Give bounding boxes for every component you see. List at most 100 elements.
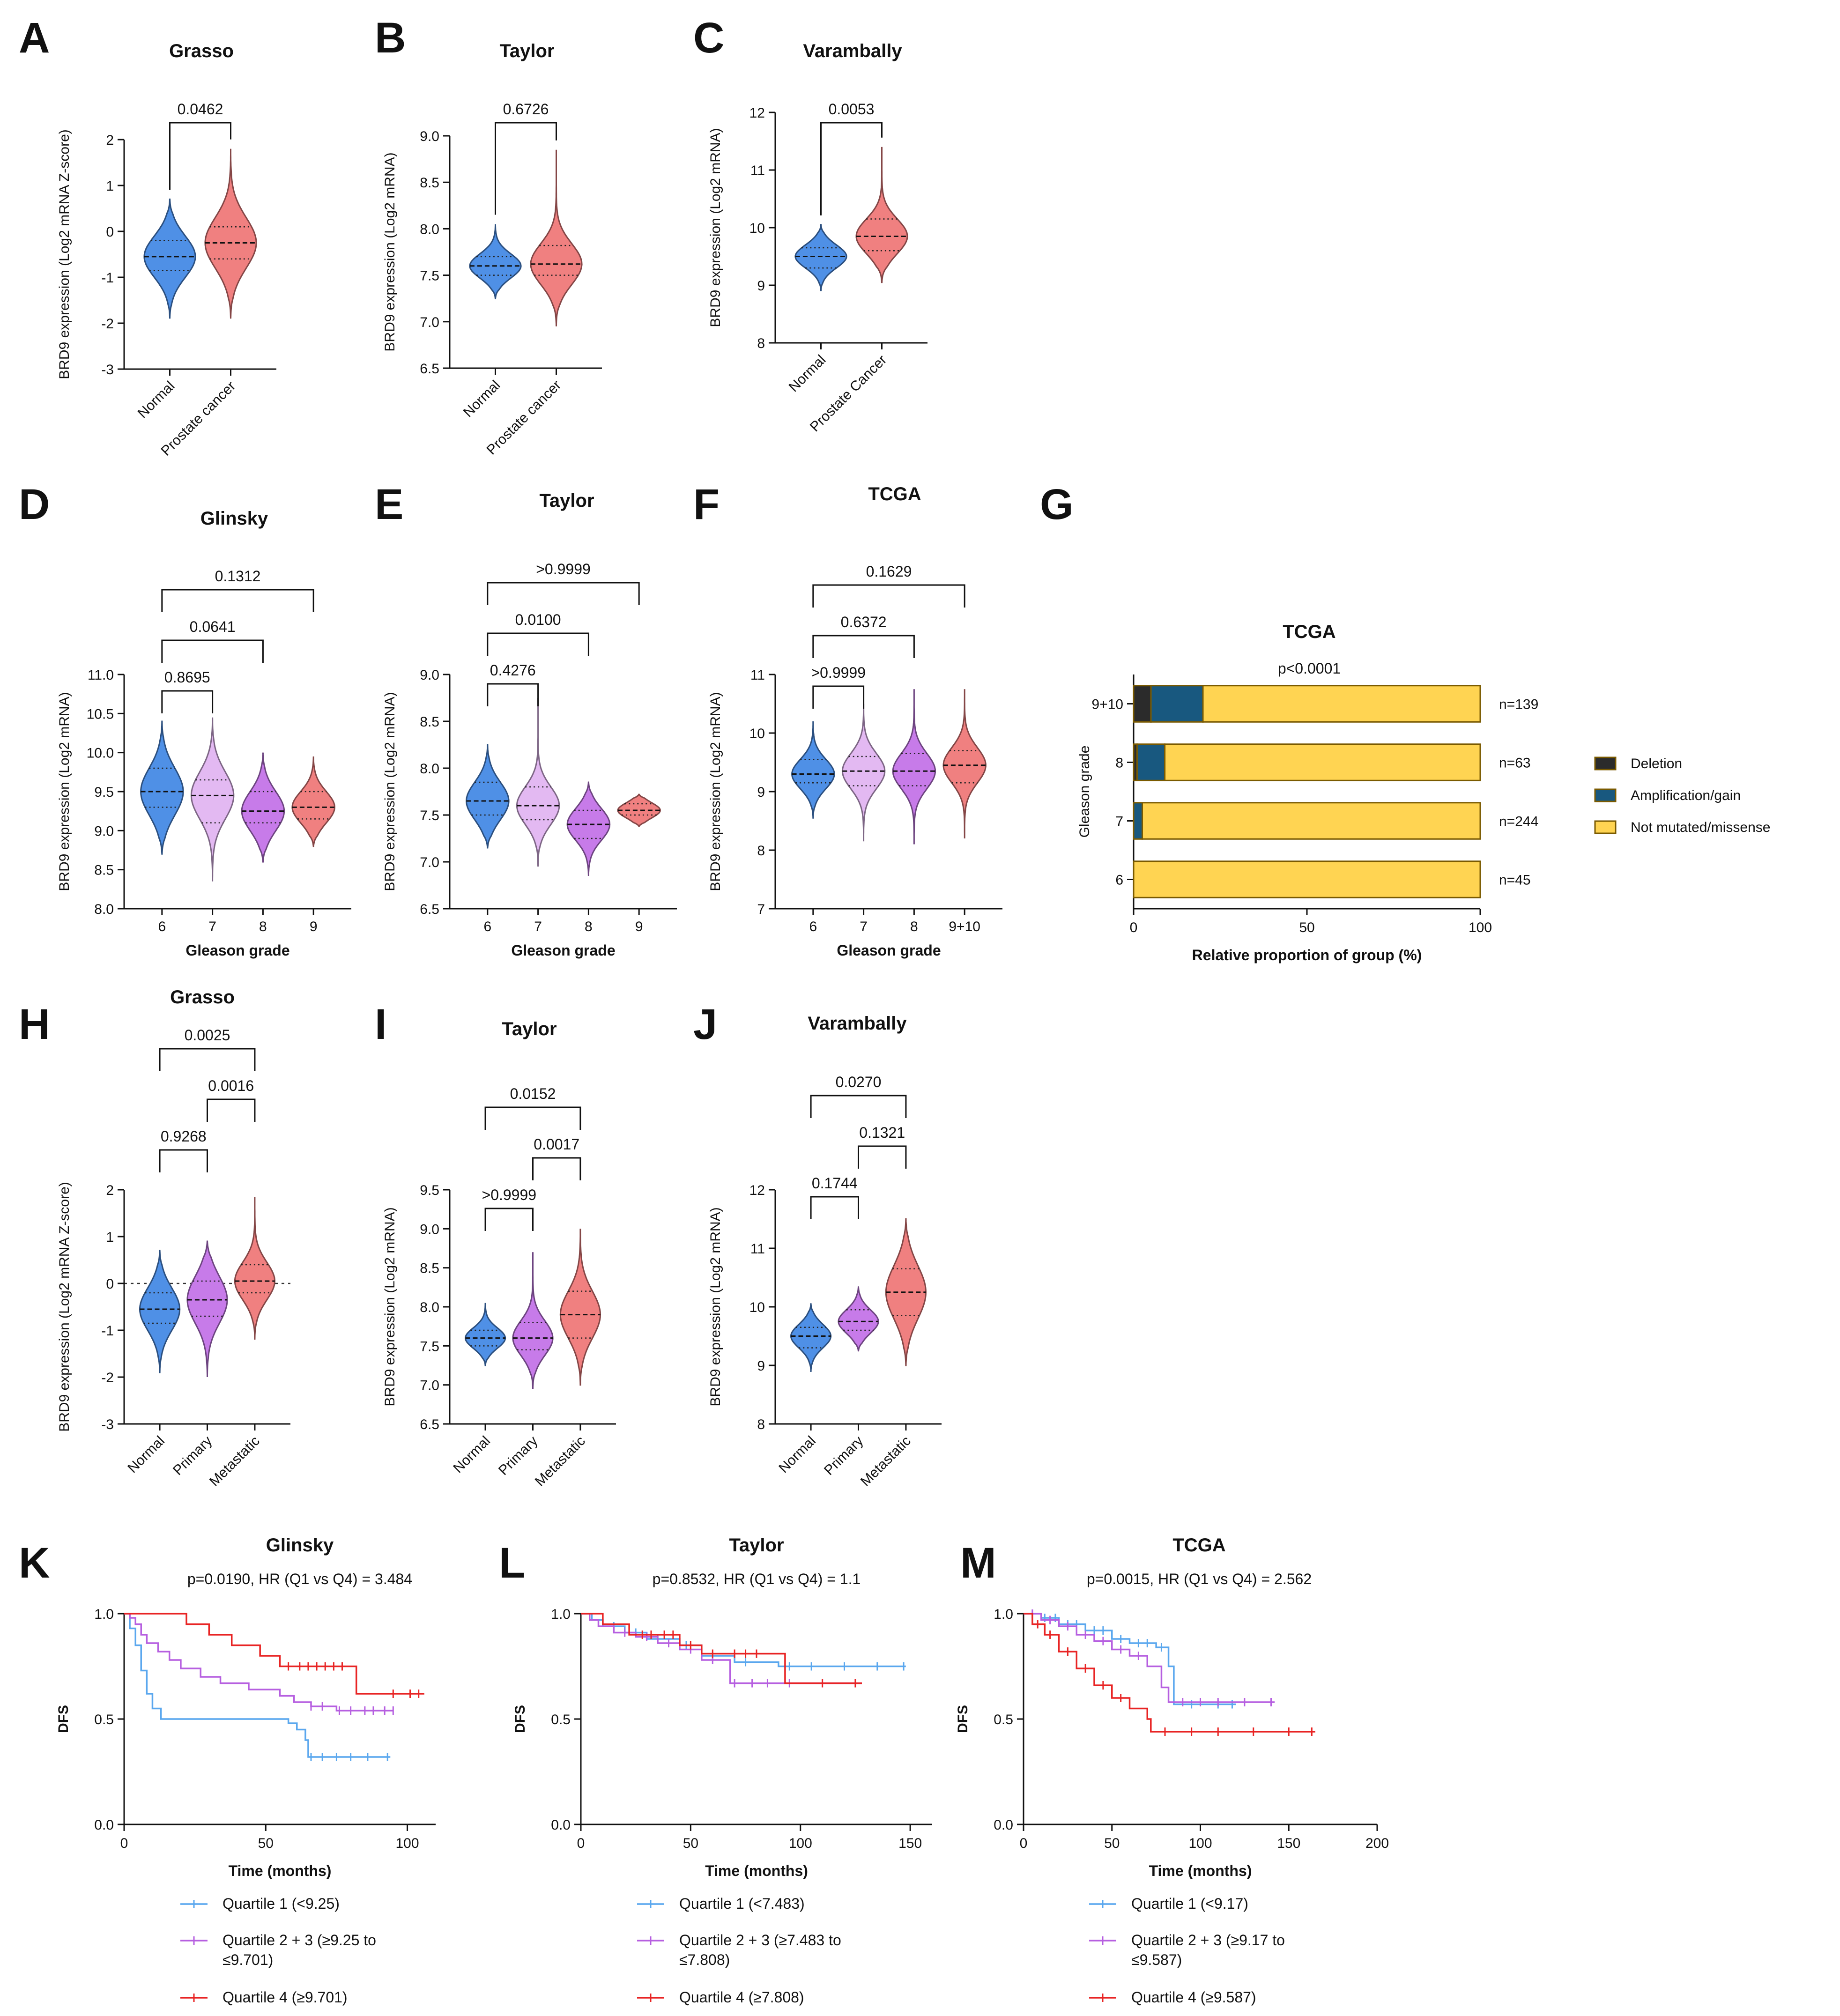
x-tick-label: Normal	[450, 1433, 493, 1476]
violin-Normal	[469, 224, 522, 299]
y-axis-label: BRD9 expression (Log2 mRNA)	[708, 1207, 723, 1406]
survival-curve	[1024, 1613, 1275, 1703]
y-tick-label: 8.5	[94, 863, 114, 878]
y-tick-label: 6.5	[420, 902, 439, 917]
x-tick-label: 0	[120, 1836, 128, 1851]
legend-swatch	[1594, 756, 1617, 771]
x-tick-label: 8	[259, 919, 267, 934]
x-axis-label: Gleason grade	[185, 942, 289, 959]
violin-Primary	[186, 1240, 228, 1377]
x-tick-label: Primary	[170, 1433, 215, 1478]
y-tick-label: 8.5	[420, 1261, 439, 1276]
y-tick-label: 7.0	[420, 855, 439, 870]
y-tick-label: 9.5	[420, 1183, 439, 1198]
significance-bracket	[487, 582, 640, 605]
legend-label: Quartile 4 (≥9.587)	[1131, 1989, 1256, 2006]
p-value-label: 0.6372	[841, 614, 887, 630]
significance-bracket	[820, 122, 883, 215]
x-axis-label: Time (months)	[1149, 1862, 1252, 1879]
violin-Normal	[464, 1303, 506, 1366]
y-axis-label: Gleason grade	[1077, 746, 1092, 838]
panel-title: TCGA	[1283, 622, 1335, 642]
group-count: n=45	[1499, 873, 1531, 888]
y-tick-label: 8.0	[420, 222, 439, 237]
x-tick-label: 7	[208, 919, 216, 934]
legend-label: Quartile 2 + 3 (≥7.483 to	[679, 1932, 841, 1949]
panel-letter: L	[499, 1539, 525, 1587]
panel-K: K 0.0 0.5 1.0 0 50 100 Quartile 1 (<9.25) Quarti…	[19, 1535, 436, 2006]
violin-Metastatic	[559, 1229, 601, 1386]
y-tick-label: 9.0	[94, 823, 114, 839]
x-tick-label: 200	[1365, 1836, 1389, 1851]
violin-9+10	[942, 689, 987, 838]
y-tick-label: 9+10	[1091, 697, 1123, 712]
panel-title: Taylor	[502, 1019, 556, 1039]
x-tick-label: Normal	[776, 1433, 819, 1476]
y-tick-label: 0.5	[551, 1712, 571, 1727]
y-tick-label: 7.5	[420, 808, 439, 823]
p-value-label: 0.1321	[859, 1124, 905, 1141]
y-tick-label: -3	[101, 1417, 114, 1432]
y-tick-label: 2	[106, 133, 114, 148]
stat-label: p=0.8532, HR (Q1 vs Q4) = 1.1	[653, 1571, 861, 1587]
y-tick-label: 6	[1115, 873, 1123, 888]
y-tick-label: 1.0	[551, 1607, 571, 1622]
y-tick-label: 10.5	[87, 706, 114, 722]
y-tick-label: 0.5	[994, 1712, 1013, 1727]
survival-curve	[124, 1613, 391, 1758]
significance-bracket	[532, 1157, 581, 1180]
violin-6	[140, 720, 184, 855]
panel-letter: C	[693, 14, 724, 62]
y-tick-label: 10.0	[87, 746, 114, 761]
violin-9	[617, 793, 661, 827]
significance-bracket	[159, 1048, 256, 1071]
bar-segment-Amplification/gain	[1136, 743, 1166, 781]
significance-bracket	[495, 122, 557, 215]
violin-6	[466, 744, 510, 849]
significance-bracket	[207, 1098, 256, 1122]
x-tick-label: 150	[898, 1836, 922, 1851]
legend-label-cont: ≤9.701)	[223, 1951, 273, 1968]
p-value-label: 0.1744	[812, 1175, 858, 1192]
panel-B: B Taylor6.57.07.58.08.59.0NormalProstate …	[375, 14, 602, 458]
y-tick-label: 0	[106, 1276, 114, 1292]
bar-segment-Amplification/gain	[1133, 802, 1143, 840]
y-tick-label: -2	[101, 1370, 114, 1386]
y-tick-label: 8.0	[94, 902, 114, 917]
x-tick-label: Normal	[135, 378, 178, 422]
panel-title: Grasso	[169, 41, 234, 61]
p-value-label: >0.9999	[482, 1186, 537, 1203]
significance-bracket	[812, 685, 865, 709]
y-tick-label: 9	[757, 1358, 765, 1374]
x-tick-label: 100	[1469, 920, 1492, 935]
stat-label: p=0.0190, HR (Q1 vs Q4) = 3.484	[187, 1571, 412, 1587]
y-axis-label: BRD9 expression (Log2 mRNA)	[708, 692, 723, 891]
significance-bracket	[161, 589, 314, 612]
panel-J: J Varambally 8 9 10 11 12 Normal PrimaryMetastat…	[693, 1001, 942, 1490]
panel-letter: E	[375, 481, 403, 528]
violin-Prostate Cancer	[855, 147, 908, 283]
panel-letter: G	[1040, 481, 1074, 528]
p-value-label: p<0.0001	[1278, 660, 1341, 677]
p-value-label: 0.4276	[490, 662, 536, 679]
y-tick-label: 1	[106, 178, 114, 194]
y-tick-label: 0.0	[994, 1817, 1013, 1833]
x-tick-label: Metastatic	[858, 1433, 914, 1490]
y-tick-label: 11.0	[88, 667, 114, 683]
p-value-label: 0.0100	[515, 611, 561, 628]
legend-label: Quartile 1 (<9.25)	[223, 1895, 340, 1912]
x-axis-label: Gleason grade	[837, 942, 941, 959]
legend-label: Quartile 4 (≥9.701)	[223, 1989, 348, 2006]
y-tick-label: 7	[757, 902, 765, 917]
x-tick-label: 100	[1188, 1836, 1212, 1851]
violin-Metastatic	[234, 1197, 276, 1340]
significance-bracket	[812, 635, 915, 658]
p-value-label: 0.1312	[215, 568, 261, 585]
y-tick-label: -1	[101, 1323, 114, 1339]
y-tick-label: 7.0	[420, 1378, 439, 1393]
x-axis-label: Gleason grade	[511, 942, 615, 959]
legend-label: Deletion	[1631, 756, 1682, 771]
y-tick-label: 10	[749, 1300, 765, 1315]
x-tick-label: 7	[534, 919, 542, 934]
x-tick-label: 9	[310, 919, 318, 934]
